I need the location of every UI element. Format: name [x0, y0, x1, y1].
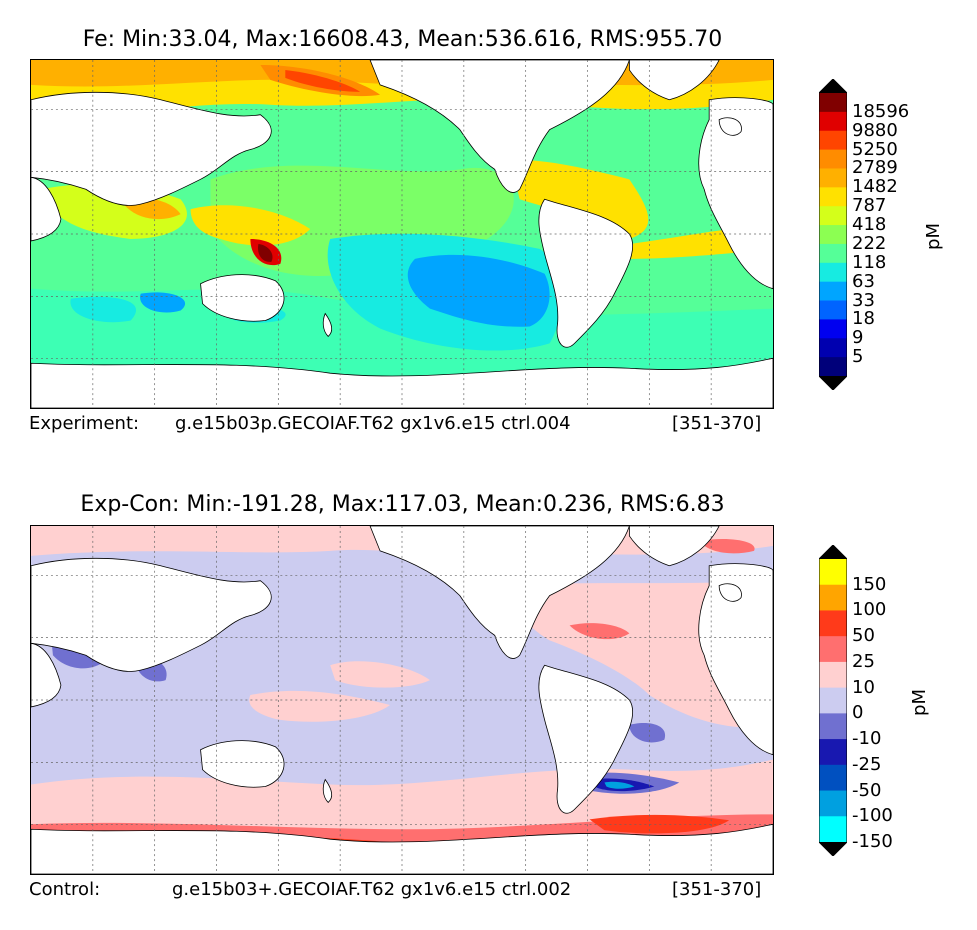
bottom-colorbar-segment [819, 790, 847, 817]
top-colorbar-segment [819, 168, 847, 188]
top-colorbar-tick-label: 222 [852, 232, 887, 254]
top-colorbar-tick-label: 2789 [852, 157, 898, 179]
top-colorbar-tick-label: 5250 [852, 138, 898, 160]
top-caption-case: g.e15b03p.GECOIAF.T62 gx1v6.e15 ctrl.004 [175, 413, 571, 434]
bottom-map [30, 525, 774, 875]
bottom-colorbar-segment [819, 816, 847, 843]
bottom-colorbar-segment [819, 661, 847, 689]
top-colorbar-tick-label: 9 [852, 327, 864, 349]
top-colorbar-tick-label: 1482 [852, 176, 898, 198]
top-colorbar-segment [819, 243, 847, 264]
bottom-colorbar-svg [819, 545, 847, 856]
bottom-colorbar-tick-label: 50 [852, 625, 875, 647]
bottom-map-field [31, 526, 773, 874]
top-colorbar-tick-label: 18596 [852, 100, 910, 122]
top-colorbar-tick-label: 787 [852, 195, 887, 217]
top-colorbar-tick-label: 418 [852, 214, 887, 236]
top-colorbar-segment [819, 357, 847, 377]
bottom-colorbar-tick-label: -25 [852, 753, 882, 775]
top-colorbar-segment [819, 338, 847, 358]
bottom-colorbar-tick-label: -50 [852, 779, 882, 801]
top-colorbar-segment [819, 319, 847, 339]
bottom-colorbar-segment [819, 713, 847, 740]
top-colorbar-svg [819, 79, 847, 390]
top-colorbar-over-triangle [819, 79, 847, 93]
bottom-colorbar-segment [819, 610, 847, 637]
top-caption-label: Experiment: [29, 413, 140, 434]
top-colorbar-segment [819, 187, 847, 207]
top-colorbar-unit: pM [922, 223, 944, 250]
top-colorbar-tick-label: 18 [852, 308, 875, 330]
top-map-field [31, 60, 773, 408]
top-map [30, 59, 774, 409]
bottom-colorbar-segment [819, 636, 847, 663]
bottom-colorbar-tick-label: -10 [852, 728, 882, 750]
bottom-panel-title: Exp-Con: Min:-191.28, Max:117.03, Mean:0… [80, 492, 725, 517]
top-colorbar-segment [819, 111, 847, 132]
bottom-colorbar [819, 545, 847, 856]
top-colorbar-segment [819, 149, 847, 169]
top-colorbar-tick-label: 33 [852, 289, 875, 311]
top-colorbar-tick-label: 63 [852, 270, 875, 292]
top-colorbar-segment [819, 225, 847, 245]
top-colorbar-segment [819, 93, 847, 113]
top-colorbar-tick-label: 118 [852, 251, 887, 273]
top-panel-title: Fe: Min:33.04, Max:16608.43, Mean:536.61… [82, 27, 723, 52]
top-colorbar-under-triangle [819, 376, 847, 390]
bottom-caption-case: g.e15b03+.GECOIAF.T62 gx1v6.e15 ctrl.002 [172, 879, 572, 900]
top-colorbar-segment [819, 262, 847, 283]
bottom-colorbar-tick-label: 150 [852, 573, 887, 595]
bottom-colorbar-tick-label: 0 [852, 702, 864, 724]
bottom-colorbar-tick-label: 10 [852, 676, 875, 698]
top-colorbar-segment [819, 300, 847, 320]
bottom-colorbar-under-triangle [819, 842, 847, 856]
bottom-colorbar-segment [819, 739, 847, 766]
bottom-caption-years: [351-370] [672, 879, 762, 900]
bottom-caption-label: Control: [29, 879, 101, 900]
bottom-colorbar-segment [819, 559, 847, 586]
top-colorbar-tick-label: 5 [852, 346, 864, 368]
bottom-colorbar-segment [819, 764, 847, 792]
top-colorbar-segment [819, 130, 847, 151]
top-caption-years: [351-370] [672, 413, 762, 434]
bottom-colorbar-over-triangle [819, 545, 847, 559]
top-colorbar-segment [819, 206, 847, 226]
bottom-colorbar-unit: pM [908, 689, 930, 716]
top-colorbar-tick-label: 9880 [852, 119, 898, 141]
bottom-colorbar-segment [819, 584, 847, 611]
bottom-colorbar-tick-label: 25 [852, 650, 875, 672]
bottom-colorbar-tick-label: 100 [852, 599, 887, 621]
top-colorbar [819, 79, 847, 390]
bottom-colorbar-segment [819, 687, 847, 714]
bottom-colorbar-tick-label: -100 [852, 805, 893, 827]
bottom-colorbar-tick-label: -150 [852, 831, 893, 852]
top-colorbar-segment [819, 281, 847, 302]
